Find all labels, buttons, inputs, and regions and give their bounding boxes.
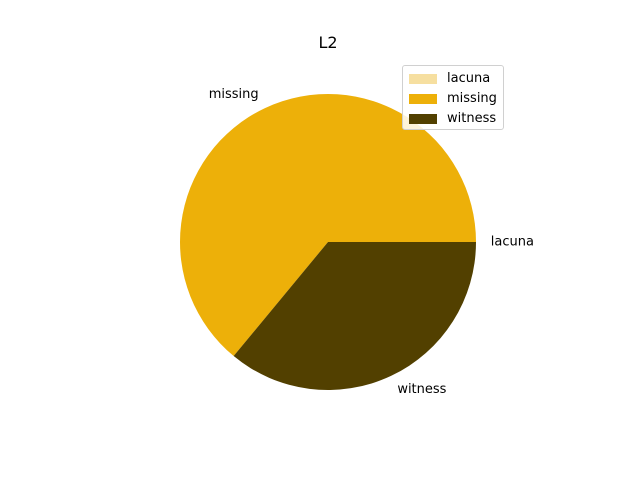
slice-label-missing: missing <box>209 87 259 102</box>
legend-item-missing: missing <box>409 89 497 109</box>
chart-title: L2 <box>0 33 640 52</box>
legend-label-witness: witness <box>447 112 496 126</box>
legend-swatch-lacuna <box>409 74 437 84</box>
legend-item-witness: witness <box>409 109 497 129</box>
legend-swatch-missing <box>409 94 437 104</box>
legend-swatch-witness <box>409 114 437 124</box>
slice-label-witness: witness <box>397 382 446 397</box>
pie-slices <box>180 94 476 390</box>
legend-item-lacuna: lacuna <box>409 69 497 89</box>
legend: lacuna missing witness <box>402 65 504 130</box>
legend-label-lacuna: lacuna <box>447 72 490 86</box>
slice-label-lacuna: lacuna <box>491 235 534 250</box>
legend-label-missing: missing <box>447 92 497 106</box>
